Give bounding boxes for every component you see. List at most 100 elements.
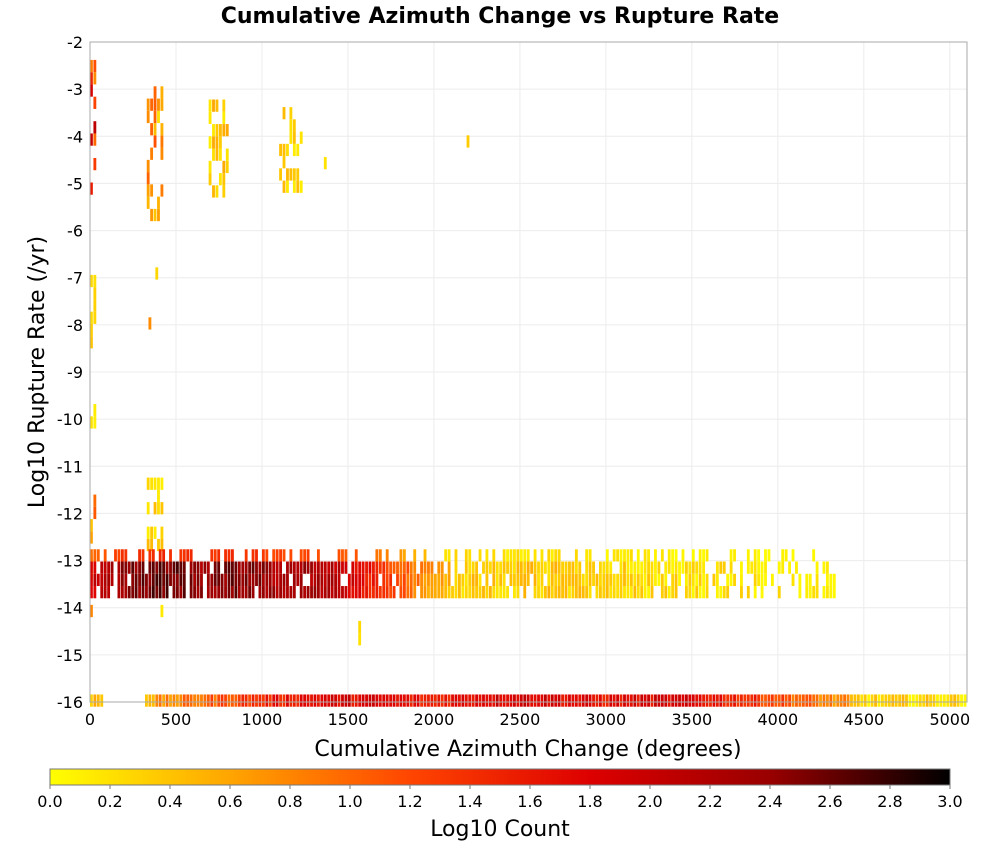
heatmap-cell (323, 561, 327, 574)
heatmap-cell (165, 586, 169, 599)
heatmap-cell (499, 694, 503, 707)
heatmap-cell (389, 573, 393, 587)
heatmap-cell (316, 694, 320, 707)
heatmap-cell (146, 196, 150, 209)
heatmap-cell (120, 561, 124, 574)
heatmap-cell (791, 549, 795, 562)
heatmap-cell (286, 561, 289, 574)
heatmap-cell (146, 502, 150, 515)
heatmap-cell (220, 573, 224, 587)
heatmap-cell (750, 561, 754, 574)
heatmap-cell (292, 131, 296, 144)
y-axis-ticks: -2 -3 -4 -5 -6 -7 -8 -9 -10 -11 -12 -13 -14 -15 -16 (57, 33, 83, 712)
plot-area (89, 41, 968, 707)
heatmap-cell (303, 586, 307, 599)
heatmap-cell (764, 573, 767, 587)
heatmap-cell (368, 694, 372, 707)
heatmap-cell (337, 694, 341, 707)
colorbar-tick-label: 0.2 (97, 792, 122, 811)
heatmap-cell (200, 586, 203, 599)
heatmap-cell (413, 573, 417, 587)
heatmap-cell (151, 549, 155, 562)
heatmap-cell (155, 573, 159, 587)
heatmap-cell (93, 274, 97, 288)
heatmap-cell (488, 586, 492, 599)
heatmap-cell (660, 573, 664, 587)
y-tick-label: -11 (57, 457, 83, 476)
heatmap-cell (468, 586, 472, 599)
heatmap-cell (660, 694, 664, 707)
heatmap-cell (564, 561, 568, 574)
heatmap-cell (93, 287, 97, 300)
heatmap-cell (488, 694, 492, 707)
heatmap-cell (781, 549, 785, 562)
heatmap-cell (578, 561, 582, 574)
heatmap-cell (709, 694, 712, 707)
heatmap-cell (557, 549, 561, 562)
heatmap-cell (406, 694, 410, 707)
heatmap-cell (200, 694, 203, 707)
heatmap-cell (953, 694, 957, 707)
heatmap-cell (543, 694, 547, 707)
heatmap-cell (151, 694, 155, 707)
heatmap-cell (316, 586, 320, 599)
heatmap-cell (248, 561, 252, 574)
heatmap-cell (93, 157, 97, 171)
heatmap-cell (218, 124, 222, 137)
heatmap-cell (547, 573, 551, 587)
heatmap-cell (705, 586, 709, 599)
heatmap-cell (523, 573, 527, 587)
y-tick-label: -16 (57, 693, 83, 712)
heatmap-cell (146, 477, 150, 490)
heatmap-cell (533, 549, 537, 562)
heatmap-cell (654, 573, 657, 587)
chart-title: Cumulative Azimuth Change vs Rupture Rat… (221, 4, 779, 29)
heatmap-cell (179, 573, 183, 587)
heatmap-cell (609, 573, 613, 587)
heatmap-cell (640, 561, 644, 574)
heatmap-cell (189, 549, 193, 562)
heatmap-cell (93, 121, 97, 134)
heatmap-cell (533, 694, 537, 707)
heatmap-cell (901, 694, 905, 707)
heatmap-cell (153, 208, 157, 222)
heatmap-cell (351, 586, 355, 599)
heatmap-cell (162, 549, 166, 562)
heatmap-cell (378, 561, 382, 574)
colorbar-tick-label: 0.8 (277, 792, 302, 811)
heatmap-cell (225, 124, 229, 137)
heatmap-cell (313, 561, 317, 574)
heatmap-cell (93, 404, 97, 417)
heatmap-cell (96, 573, 100, 587)
heatmap-cell (172, 561, 176, 574)
heatmap-cell (90, 519, 93, 532)
heatmap-cell (158, 694, 162, 707)
heatmap-cell (107, 573, 111, 587)
heatmap-cell (157, 477, 160, 490)
heatmap-cell (396, 561, 399, 574)
heatmap-cell (258, 573, 262, 587)
heatmap-cell (258, 561, 262, 574)
heatmap-cell (146, 526, 150, 539)
heatmap-cell (261, 549, 265, 562)
heatmap-cell (815, 561, 819, 574)
heatmap-cell (124, 586, 128, 599)
heatmap-cell (354, 573, 358, 587)
heatmap-cell (557, 573, 561, 587)
colorbar-label: Log10 Count (430, 817, 570, 842)
heatmap-cell (150, 526, 154, 539)
heatmap-cell (193, 561, 197, 574)
heatmap-cell (547, 694, 551, 707)
y-tick-label: -14 (57, 599, 83, 618)
heatmap-cell (268, 573, 272, 587)
heatmap-cell (117, 573, 121, 587)
colorbar: 0.0 0.2 0.4 0.6 0.8 1.0 1.2 1.4 1.6 1.8 2.0 2.2 2.4 2… (37, 768, 963, 811)
heatmap-cell (392, 694, 396, 707)
heatmap-cell (856, 694, 860, 707)
heatmap-cell (547, 561, 551, 574)
heatmap-cell (220, 586, 224, 599)
heatmap-cell (222, 111, 226, 125)
heatmap-cell (93, 96, 97, 109)
heatmap-cell (643, 586, 647, 599)
